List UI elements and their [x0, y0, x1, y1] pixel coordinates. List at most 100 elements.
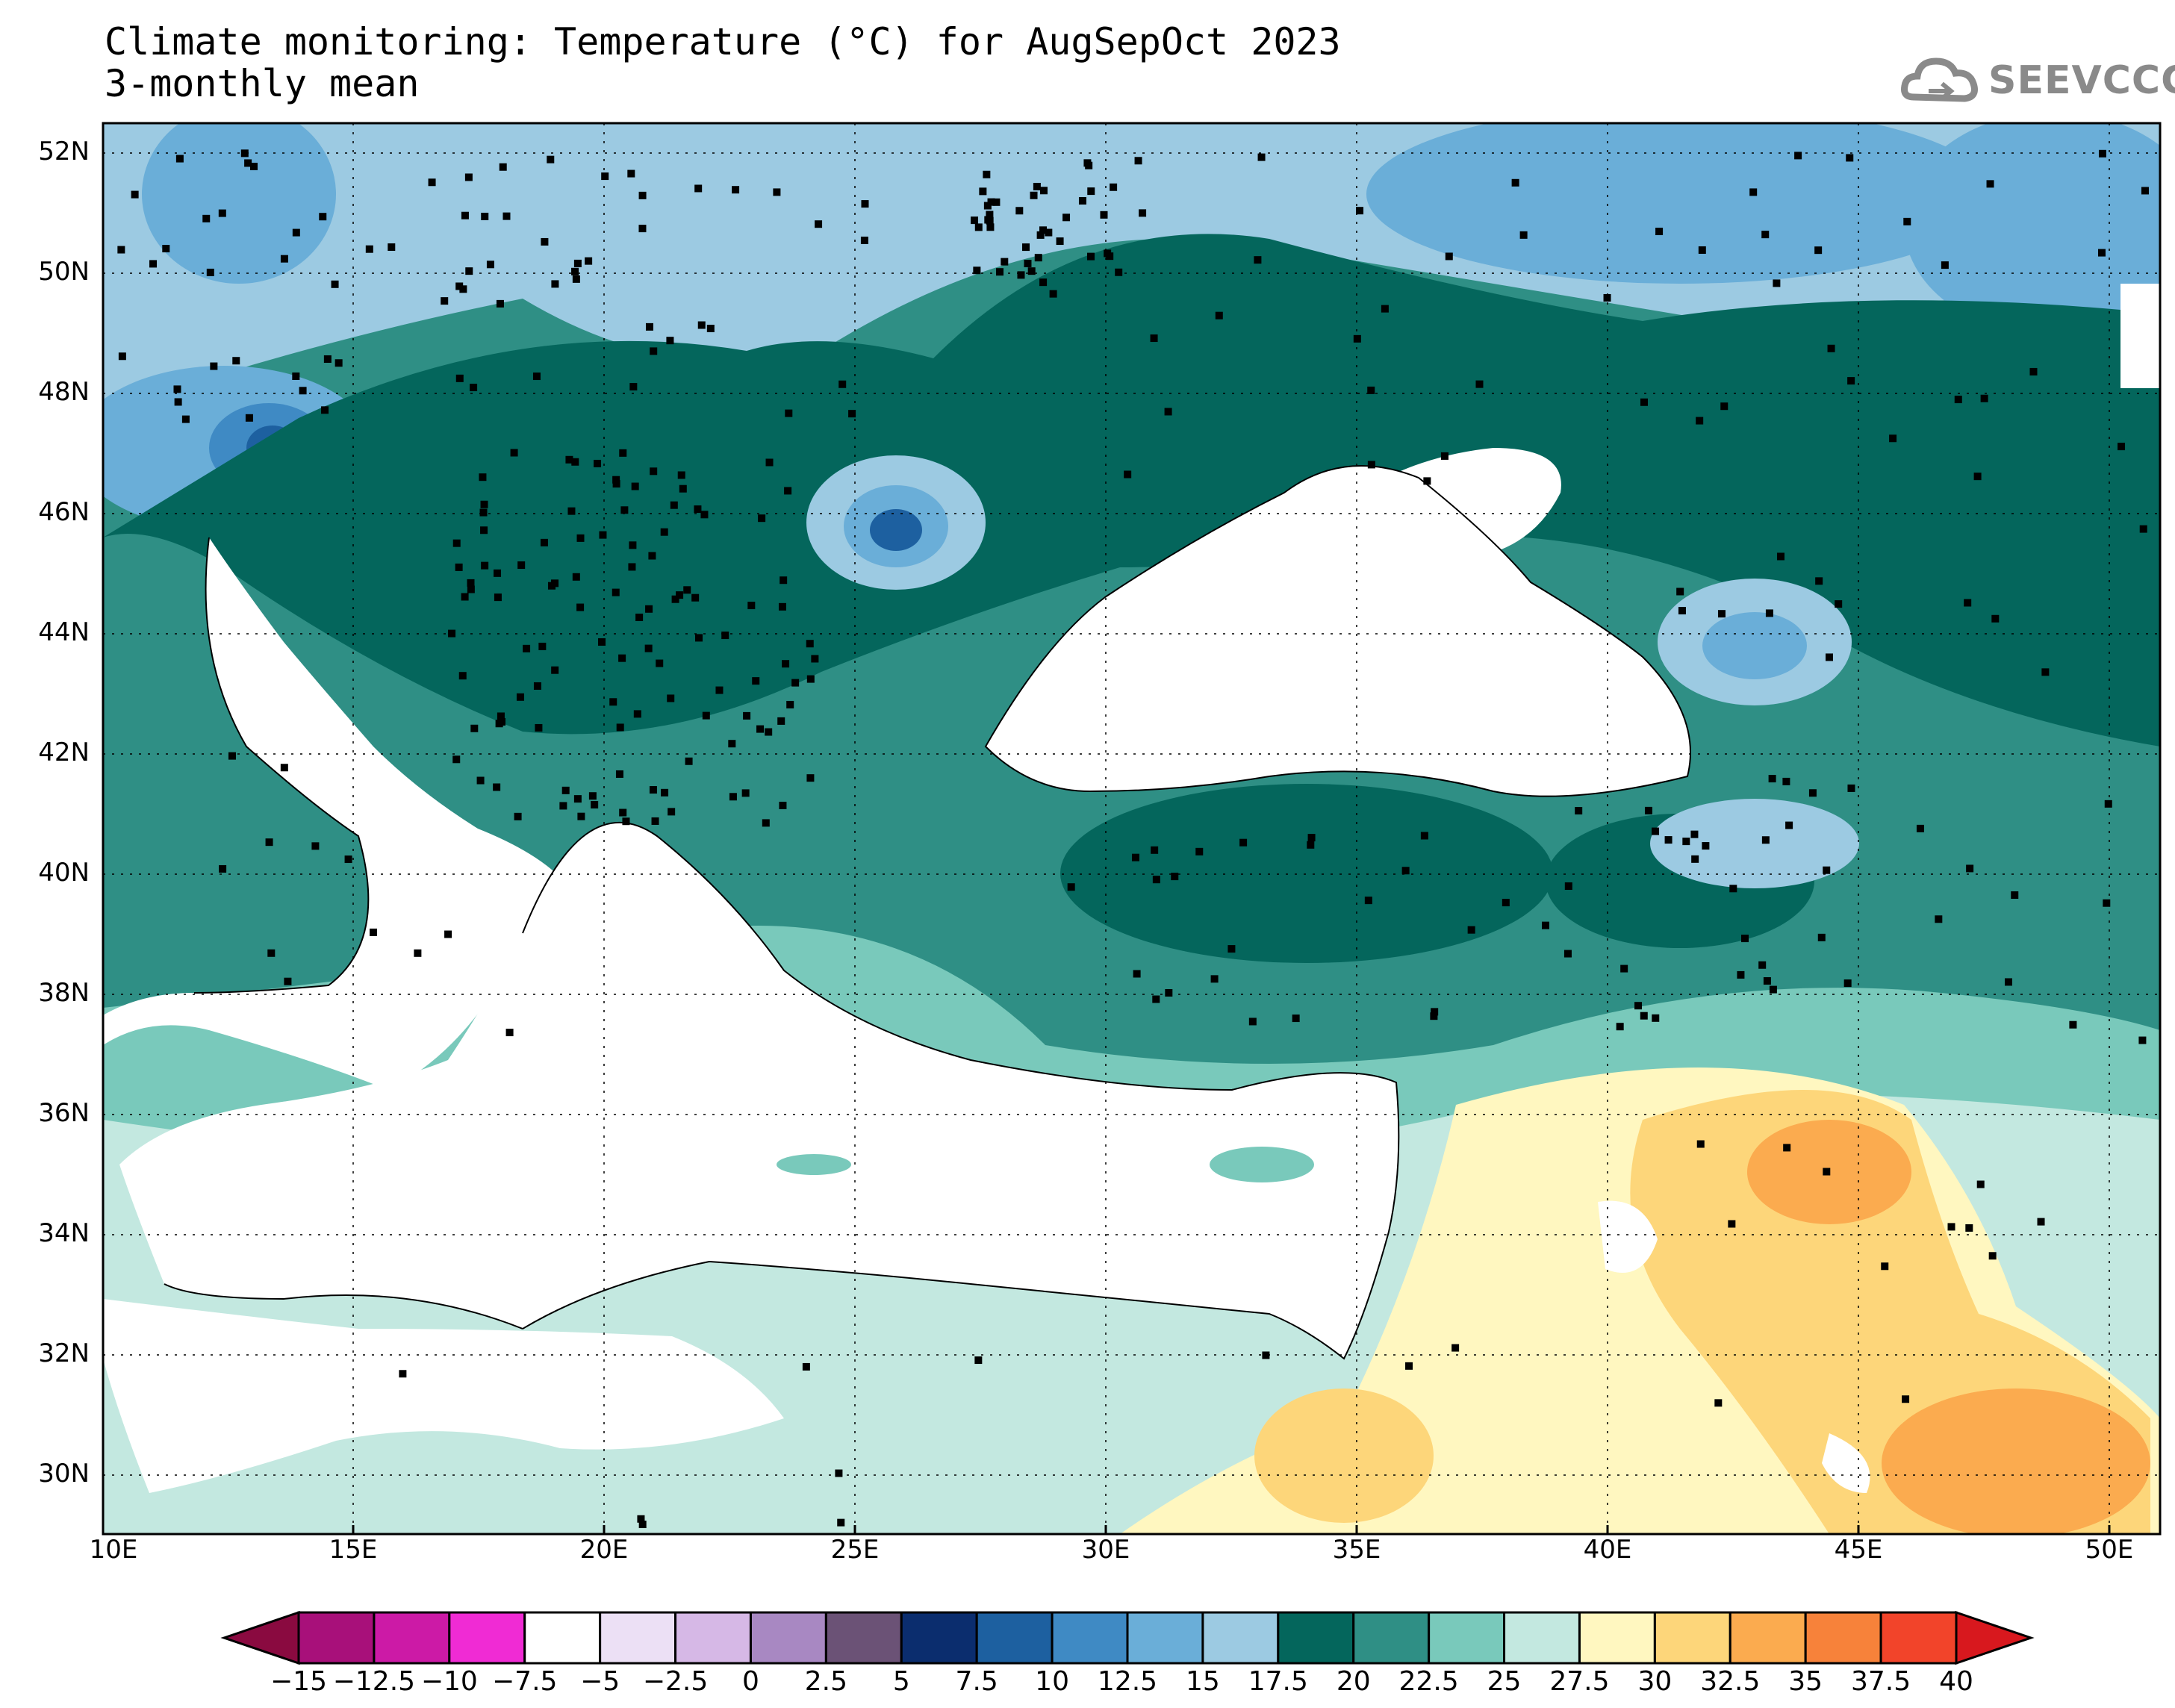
colorbar-tick-label: −10 — [420, 1666, 478, 1697]
coastlines — [164, 465, 1691, 1360]
gridlines — [103, 123, 2160, 1534]
station-marker — [695, 634, 703, 642]
station-marker — [1139, 209, 1147, 217]
colorbar-bin — [824, 1611, 903, 1665]
station-marker — [860, 236, 868, 244]
station-marker — [996, 268, 1004, 276]
station-marker — [992, 198, 1001, 206]
station-marker — [1903, 217, 1911, 225]
station-marker — [219, 864, 227, 873]
station-marker — [815, 220, 823, 228]
station-marker — [510, 449, 518, 457]
station-marker — [1307, 834, 1316, 842]
station-marker — [1783, 1144, 1791, 1152]
station-marker — [559, 802, 567, 810]
colorbar-bin — [1578, 1611, 1656, 1665]
station-marker — [572, 573, 580, 581]
station-marker — [505, 1029, 514, 1037]
station-marker — [1502, 899, 1510, 907]
station-marker — [616, 723, 624, 732]
station-marker — [565, 455, 573, 464]
station-marker — [467, 585, 475, 593]
station-marker — [461, 211, 469, 219]
station-marker — [668, 808, 676, 816]
colorbar-bin — [1729, 1611, 1807, 1665]
station-marker — [618, 654, 626, 662]
station-marker — [117, 246, 125, 254]
station-marker — [1367, 461, 1375, 469]
station-marker — [848, 410, 856, 418]
station-marker — [1690, 830, 1699, 838]
station-marker — [1519, 231, 1528, 239]
station-marker — [1027, 267, 1036, 275]
colorbar-bin — [297, 1611, 376, 1665]
station-marker — [987, 198, 995, 206]
station-marker — [280, 764, 288, 772]
lon-label: 30E — [1081, 1535, 1130, 1565]
station-marker — [1676, 587, 1684, 596]
station-marker — [2139, 525, 2147, 533]
station-marker — [479, 508, 488, 517]
station-marker — [644, 644, 653, 652]
station-marker — [721, 632, 729, 640]
station-marker — [1575, 807, 1583, 815]
station-marker — [838, 380, 847, 388]
station-marker — [1714, 1399, 1723, 1407]
station-marker — [1423, 477, 1431, 485]
lon-label: 45E — [1834, 1535, 1883, 1565]
station-marker — [811, 655, 819, 663]
station-markers — [117, 149, 2149, 1529]
station-marker — [645, 605, 653, 613]
station-marker — [1988, 1252, 1997, 1260]
map-title: Climate monitoring: Temperature (°C) for… — [105, 21, 1341, 105]
station-marker — [765, 458, 774, 467]
station-marker — [971, 216, 979, 225]
station-marker — [2037, 1218, 2045, 1226]
station-marker — [779, 801, 787, 809]
map-frame — [102, 122, 2162, 1536]
station-marker — [206, 268, 214, 276]
station-marker — [538, 642, 547, 650]
station-marker — [588, 792, 597, 800]
station-marker — [598, 638, 606, 646]
station-marker — [1761, 231, 1770, 239]
station-marker — [1941, 261, 1949, 269]
station-marker — [1564, 882, 1572, 891]
colorbar-bin — [1051, 1611, 1129, 1665]
station-marker — [1702, 842, 1710, 850]
station-marker — [747, 602, 756, 610]
lat-label: 44N — [38, 617, 90, 647]
station-marker — [1151, 846, 1159, 854]
station-marker — [1152, 995, 1160, 1003]
station-marker — [1758, 961, 1767, 969]
colorbar-tick-label: 5 — [892, 1666, 910, 1697]
station-marker — [228, 752, 236, 760]
station-marker — [1768, 775, 1776, 783]
station-marker — [631, 482, 639, 490]
station-marker — [1364, 897, 1372, 905]
station-marker — [414, 949, 422, 957]
axis-ticks — [102, 1525, 2111, 1534]
station-marker — [1015, 207, 1024, 215]
station-marker — [777, 717, 785, 725]
station-marker — [311, 842, 320, 850]
lat-label: 48N — [38, 377, 90, 407]
station-marker — [467, 579, 475, 587]
station-marker — [1024, 259, 1032, 267]
station-marker — [1381, 305, 1389, 313]
station-marker — [1405, 1362, 1413, 1370]
station-marker — [1965, 1224, 1973, 1232]
lat-label: 40N — [38, 858, 90, 888]
lon-label: 25E — [830, 1535, 880, 1565]
station-marker — [1823, 1168, 1831, 1176]
colorbar-bin — [1352, 1611, 1431, 1665]
station-marker — [1616, 1023, 1624, 1031]
station-marker — [806, 640, 814, 648]
station-marker — [983, 170, 991, 178]
station-marker — [1110, 183, 1118, 191]
station-marker — [1165, 988, 1173, 997]
station-marker — [633, 710, 641, 718]
station-marker — [702, 711, 710, 720]
station-marker — [1106, 252, 1114, 261]
colorbar-tick-label: −15 — [270, 1666, 327, 1697]
